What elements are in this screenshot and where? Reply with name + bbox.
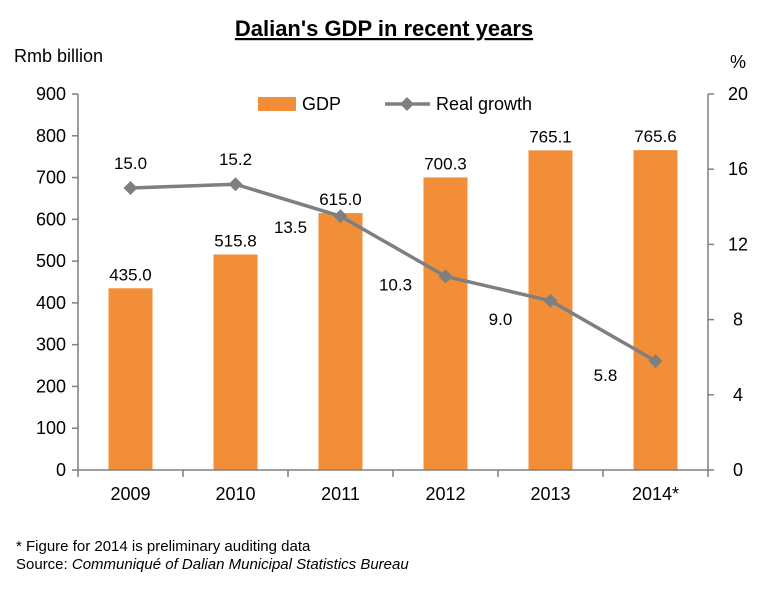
x-tick-label: 2012 — [425, 484, 465, 504]
gdp-bar-2014* — [633, 150, 678, 470]
x-tick-label: 2009 — [110, 484, 150, 504]
axes: 0 100 200 300 400 500 600 700 800 900 0 4 8 12 16 20 200… — [36, 84, 748, 504]
footnote-note: * Figure for 2014 is preliminary auditin… — [16, 538, 311, 555]
footnote-source: Source: Communiqué of Dalian Municipal S… — [16, 556, 409, 574]
left-tick-label: 500 — [36, 251, 66, 271]
growth-data-label: 15.2 — [219, 150, 252, 169]
left-tick-label: 800 — [36, 126, 66, 146]
left-axis-title: Rmb billion — [14, 46, 103, 66]
left-tick-label: 900 — [36, 84, 66, 104]
gdp-data-label: 515.8 — [214, 232, 257, 251]
left-tick-label: 200 — [36, 376, 66, 396]
legend-growth-label: Real growth — [436, 94, 532, 114]
growth-data-label: 13.5 — [274, 218, 307, 237]
gdp-data-label: 765.6 — [634, 127, 677, 146]
left-tick-label: 100 — [36, 418, 66, 438]
growth-data-label: 10.3 — [379, 275, 412, 294]
legend-gdp-swatch — [258, 97, 296, 111]
legend-gdp-label: GDP — [302, 94, 341, 114]
right-axis-title: % — [730, 52, 746, 72]
left-tick-label: 600 — [36, 209, 66, 229]
gdp-bar-2011 — [318, 213, 363, 471]
gdp-bar-2009 — [108, 288, 153, 470]
growth-marker-2010 — [228, 177, 243, 192]
x-tick-label: 2014* — [632, 484, 679, 504]
x-tick-label: 2010 — [215, 484, 255, 504]
gdp-bar-2012 — [423, 177, 468, 470]
growth-data-label: 15.0 — [114, 154, 147, 173]
source-name: Communiqué of Dalian Municipal Statistic… — [71, 556, 409, 573]
growth-marker-2013 — [543, 293, 558, 308]
right-tick-label: 4 — [733, 385, 743, 405]
left-tick-label: 700 — [36, 168, 66, 188]
right-tick-label: 12 — [728, 234, 748, 254]
growth-series-line — [130, 182, 657, 363]
growth-line — [123, 177, 663, 368]
right-tick-label: 16 — [728, 159, 748, 179]
data-labels: 435.0 515.8 615.0 700.3 765.1 765.6 15.0 15.2 13… — [109, 127, 677, 385]
growth-data-label: 9.0 — [489, 310, 513, 329]
gdp-bar-2010 — [213, 254, 258, 470]
right-tick-label: 8 — [733, 310, 743, 330]
legend-growth-marker — [400, 97, 414, 111]
x-tick-label: 2011 — [321, 484, 360, 504]
growth-marker-2009 — [123, 181, 138, 195]
legend: GDP Real growth — [258, 94, 532, 114]
chart-title: Dalian's GDP in recent years — [235, 16, 533, 41]
gdp-data-label: 435.0 — [109, 265, 152, 284]
gdp-data-label: 765.1 — [529, 127, 572, 146]
source-prefix: Source: — [16, 556, 72, 573]
left-tick-label: 0 — [56, 460, 66, 480]
right-tick-label: 20 — [728, 84, 748, 104]
growth-marker-2014* — [648, 353, 663, 368]
growth-data-label: 5.8 — [594, 366, 618, 385]
right-tick-label: 0 — [733, 460, 743, 480]
left-tick-label: 400 — [36, 293, 66, 313]
gdp-data-label: 700.3 — [424, 154, 467, 173]
gdp-data-label: 615.0 — [319, 190, 362, 209]
growth-marker-2011 — [333, 209, 348, 224]
left-tick-label: 300 — [36, 335, 66, 355]
growth-marker-2012 — [438, 269, 453, 284]
gdp-bars — [108, 150, 678, 471]
x-tick-label: 2013 — [530, 484, 570, 504]
